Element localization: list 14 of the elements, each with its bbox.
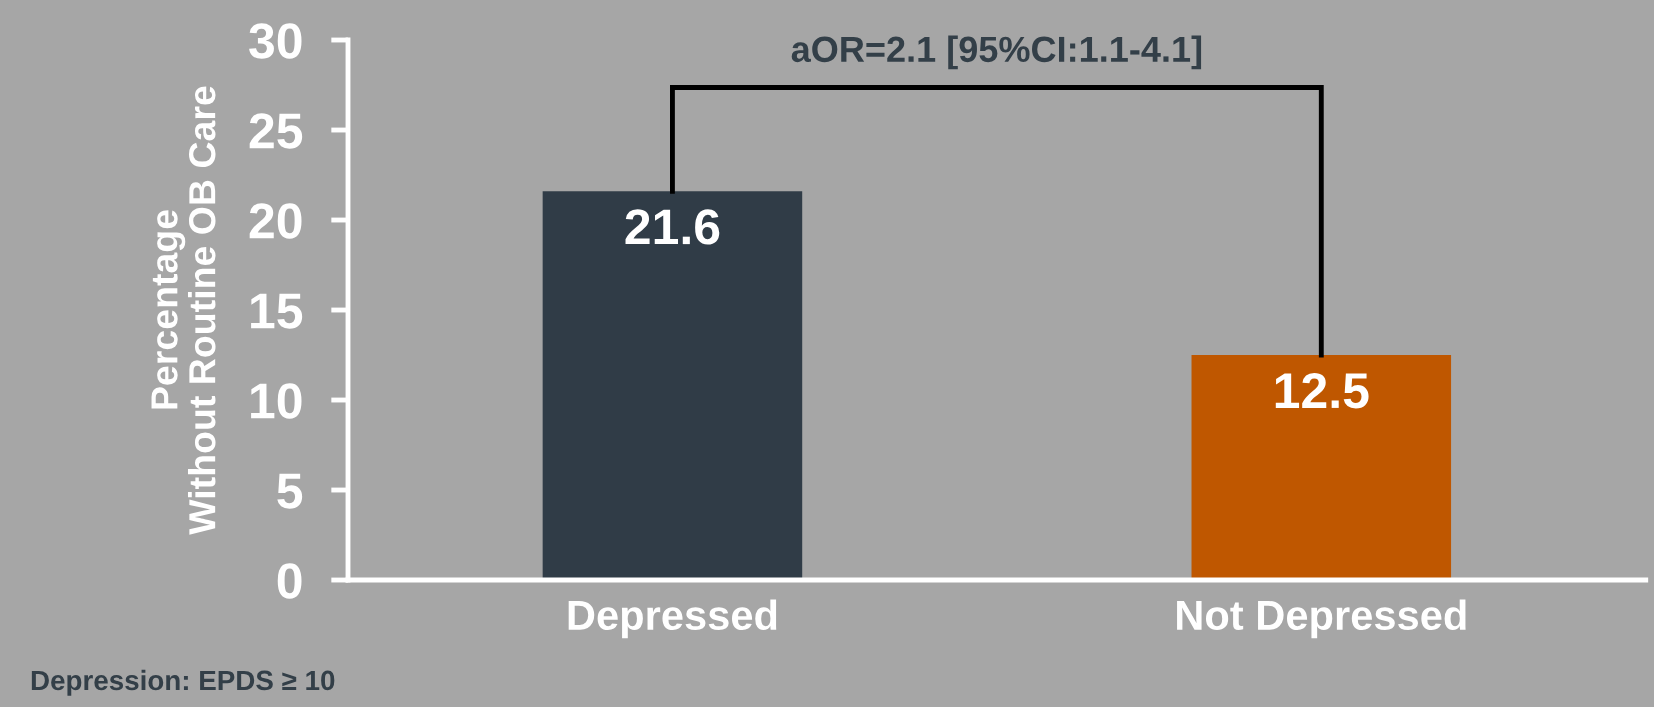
x-tick-label: Depressed bbox=[568, 599, 777, 639]
y-tick-label: 0 bbox=[277, 563, 302, 599]
text: Depression: EPDS ≥ 10 bbox=[31, 669, 335, 696]
y-tick-label: 15 bbox=[251, 293, 303, 329]
y-axis-title: Percentage Without Routine OB Care bbox=[151, 86, 216, 535]
data-label: 21.6 bbox=[625, 209, 720, 245]
annotation: aOR=2.1 [95%CI:1.1-4.1] bbox=[791, 35, 1202, 70]
y-tick-label: 10 bbox=[251, 383, 302, 419]
y-tick-label: 25 bbox=[249, 113, 303, 149]
x-tick-label: Not Depressed bbox=[1177, 599, 1466, 639]
y-tick-label: 30 bbox=[249, 23, 302, 59]
y-tick-label: 5 bbox=[277, 473, 303, 509]
y-tick-label: 20 bbox=[249, 203, 302, 239]
data-label: 12.5 bbox=[1275, 373, 1369, 409]
